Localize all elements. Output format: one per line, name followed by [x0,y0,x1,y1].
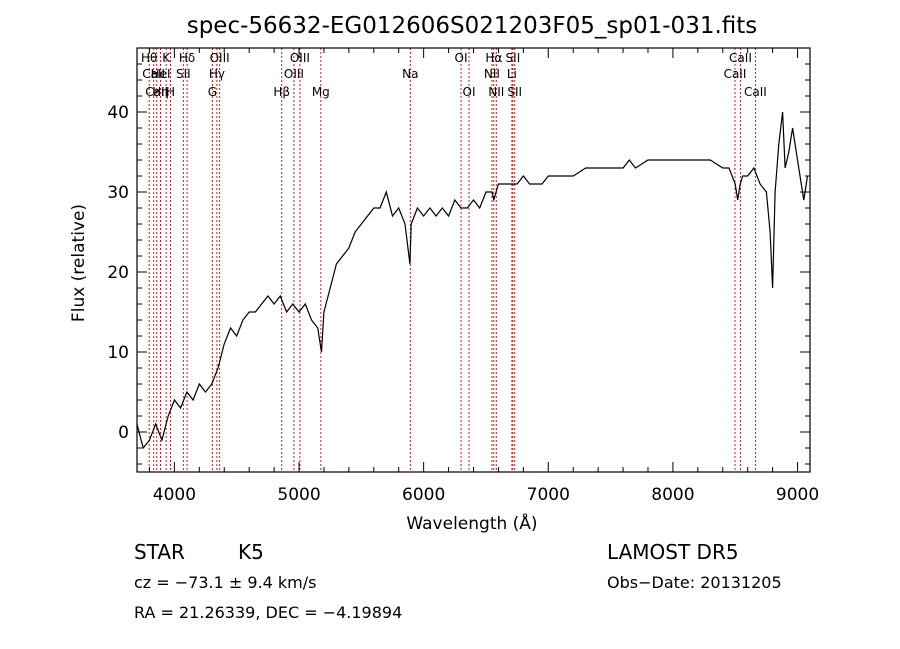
x-tick-label: 9000 [776,485,819,505]
x-tick-label: 7000 [527,485,570,505]
spectral-line-label: Hδ [179,51,195,65]
chart-title: spec-56632-EG012606S021203F05_sp01-031.f… [187,13,758,39]
spectral-line-label: OI [455,51,468,65]
spectral-line-label: CaII [724,67,747,81]
spectral-line-label: SII [176,67,191,81]
plot-frame [136,47,811,473]
spectral-line-label: Hβ [273,85,290,99]
spectral-line-label: OIII [210,51,230,65]
redshift-velocity: cz = −73.1 ± 9.4 km/s [134,573,317,592]
x-tick-label: 5000 [277,485,320,505]
spectral-line-label: Mg [312,85,330,99]
y-tick-label: 40 [107,103,129,123]
observation-date: Obs−Date: 20131205 [607,573,782,592]
spectral-line-label: G [208,85,217,99]
spectral-line-labels: HθCaIICaIIHηKHeIHSIIHδGOIIIHγHβOIIIOIIIM… [141,51,767,99]
spectral-line-label: Hγ [209,67,225,81]
x-tick-label: 8000 [651,485,694,505]
spectral-line-label: SII [507,85,522,99]
spectral-line-label: CaII [744,85,767,99]
spectrum-series-line [136,111,809,450]
spectral-line-label: CaII [142,67,165,81]
spectral-line-label: SII [506,51,521,65]
spectral-line-label: Hθ [141,51,157,65]
spectral-line-label: CaII [729,51,752,65]
spectral-line-label: Na [402,67,418,81]
spectral-line-label: Hα [485,51,502,65]
x-tick-label: 4000 [153,485,196,505]
spectral-line-label: NII [488,85,504,99]
spectral-line-label: Li [507,67,517,81]
spectral-line-label: HeI [151,67,171,81]
spectral-line-label: H [166,85,175,99]
spectral-line-label: CaII [145,85,168,99]
spectral-line-label: Hη [152,85,169,99]
y-tick-label: 20 [107,263,129,283]
spectral-line-markers [148,48,756,472]
spectral-line-label: OIII [284,67,304,81]
y-tick-label: 30 [107,183,129,203]
y-axis-label: Flux (relative) [69,204,89,322]
object-subclass: K5 [238,540,264,564]
survey-name: LAMOST DR5 [607,540,739,564]
y-tick-label: 0 [118,423,129,443]
object-class: STAR [134,540,185,564]
spectral-line-label: NII [484,67,500,81]
spectral-line-label: K [162,51,171,65]
coordinates: RA = 21.26339, DEC = −4.19894 [134,603,403,622]
y-axis-ticks: 0 10 20 30 40 [107,63,810,465]
x-axis-label: Wavelength (Å) [406,512,537,534]
x-tick-label: 6000 [402,485,445,505]
spectral-line-label: OIII [290,51,310,65]
y-tick-label: 10 [107,343,129,363]
spectral-line-label: OI [463,85,476,99]
x-axis-ticks: 4000 5000 6000 7000 8000 9000 [148,48,819,505]
